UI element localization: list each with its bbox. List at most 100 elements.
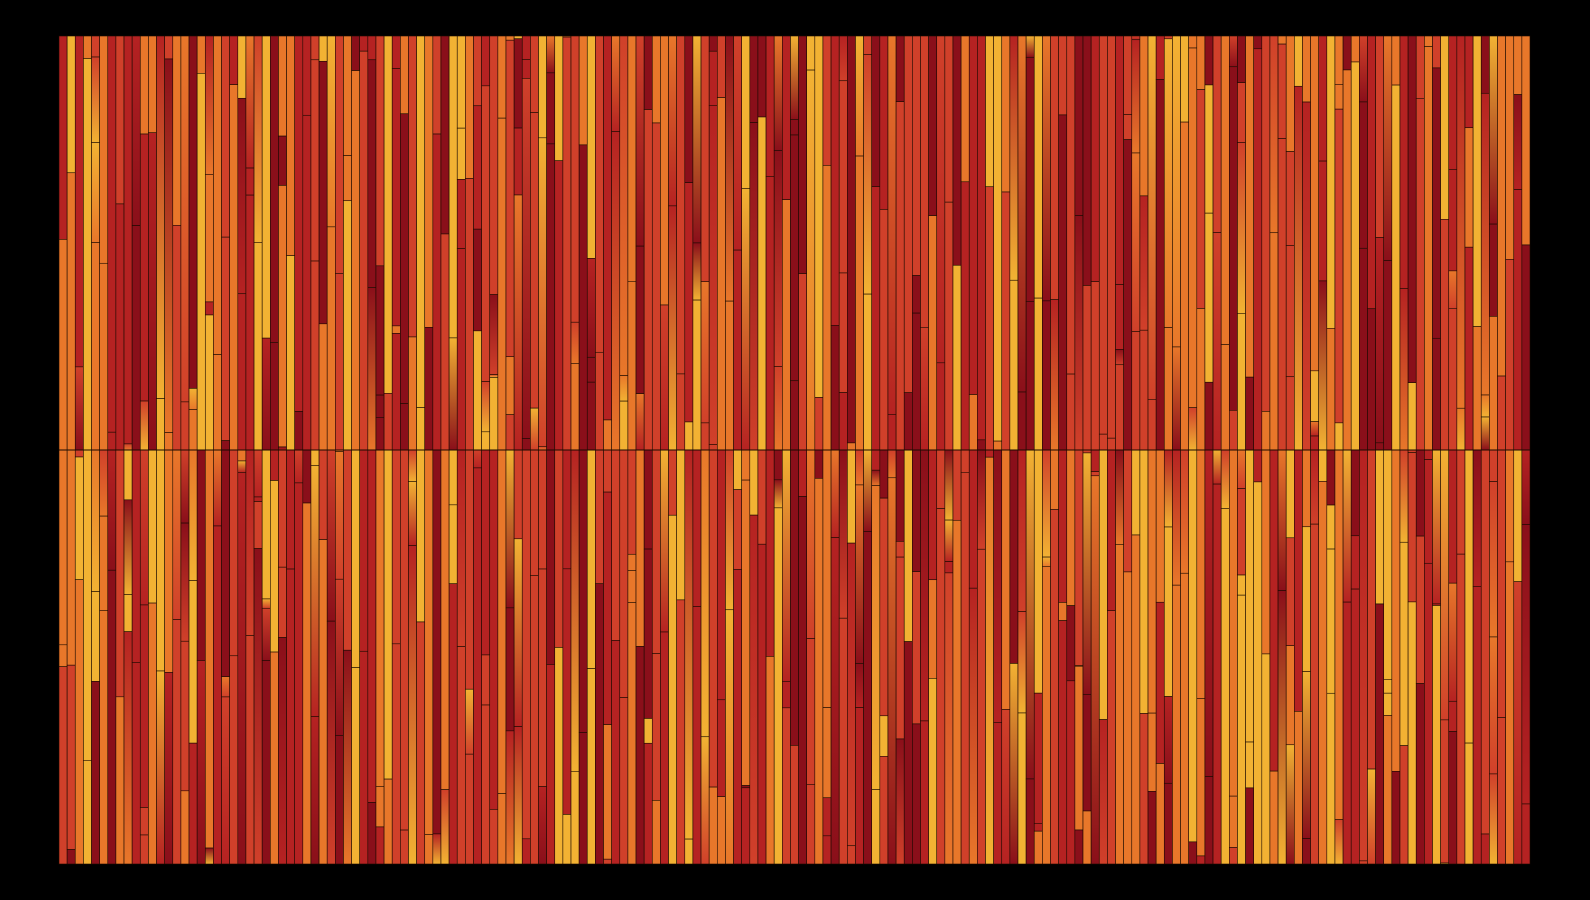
stripe-segment [651,122,661,451]
stripe-segment [513,35,523,40]
stripe-segment [1424,459,1433,564]
stripe-segment [1480,833,1490,865]
stripe-segment [814,35,824,398]
stripe-segment [1302,101,1311,451]
stripe-segment [1489,636,1498,775]
stripe-segment [895,101,905,451]
stripe-segment [1212,483,1222,865]
stripe-segment [1042,556,1051,567]
stripe-segment [58,449,68,646]
stripe-segment [188,409,198,451]
stripe-segment [635,245,645,394]
stripe-segment [245,635,255,865]
stripe-segment [627,570,637,603]
stripe-segment [578,732,588,865]
stripe-segment [1163,327,1173,451]
stripe-segment [660,631,669,865]
stripe-segment [1009,35,1019,281]
stripe-segment [1131,449,1141,536]
stripe-segment [1082,810,1092,865]
stripe-segment [985,35,994,188]
stripe-segment [74,35,84,368]
stripe-segment [1375,237,1385,444]
stripe-segment [310,465,320,717]
stripe-segment [278,637,287,865]
stripe-segment [513,726,523,865]
stripe-segment [1391,84,1401,451]
stripe-segment [1277,43,1287,139]
stripe-segment [1521,524,1531,805]
stripe-segment [139,834,149,865]
stripe-segment [1082,452,1092,695]
stripe-segment [1131,152,1141,332]
stripe-segment [814,397,824,451]
stripe-segment [1424,562,1433,865]
stripe-segment [1229,449,1238,797]
stripe-segment [1050,509,1059,865]
stripe-segment [456,248,466,451]
stripe-segment [1058,114,1068,451]
stripe-segment [1342,35,1352,71]
stripe-segment [611,35,621,132]
stripe-segment [1480,394,1490,418]
stripe-segment [903,35,913,393]
stripe-segment [684,182,694,423]
stripe-segment [570,321,580,364]
stripe-segment [245,194,255,451]
stripe-segment [603,858,612,865]
stripe-segment [1001,35,1011,193]
stripe-segment [611,640,621,865]
stripe-segment [164,58,174,433]
stripe-segment [497,35,507,119]
stripe-segment [253,449,263,498]
stripe-segment [847,542,856,847]
stripe-segment [863,531,873,865]
stripe-segment [1440,719,1450,864]
stripe-segment [91,35,100,58]
stripe-segment [1350,535,1360,590]
stripe-segment [253,501,263,549]
stripe-segment [985,456,994,865]
stripe-segment [1042,300,1051,451]
stripe-segment [1302,671,1311,839]
stripe-segment [1472,326,1482,451]
stripe-segment [505,39,515,358]
stripe-segment [513,538,523,727]
stripe-segment [1220,35,1230,345]
stripe-segment [188,388,198,410]
stripe-segment [627,602,637,865]
stripe-segment [1237,574,1246,596]
stripe-segment [530,407,539,451]
stripe-segment [302,449,312,504]
stripe-segment [863,35,873,55]
stripe-segment [278,566,287,638]
stripe-segment [725,35,734,302]
stripe-segment [1131,39,1141,154]
stripe-segment [1497,449,1506,718]
stripe-segment [530,449,539,576]
stripe-segment [237,460,247,473]
stripe-segment [1220,508,1230,865]
stripe-segment [1513,35,1523,95]
stripe-segment [204,314,214,451]
stripe-segment [530,112,539,409]
stripe-segment [912,312,921,451]
stripe-segment [700,449,710,738]
stripe-segment [481,381,491,433]
stripe-segment [400,829,409,865]
stripe-segment [66,664,76,850]
stripe-segment [741,785,751,789]
stripe-segment [692,299,702,451]
stripe-segment [1415,35,1425,99]
stripe-segment [619,35,629,376]
stripe-segment [489,377,499,451]
stripe-segment [278,185,287,448]
stripe-segment [448,337,458,451]
stripe-segment [107,431,117,451]
stripe-segment [164,449,174,673]
stripe-segment [253,548,263,865]
stripe-segment [1245,35,1254,378]
stripe-segment [968,587,978,865]
stripe-segment [253,242,263,451]
stripe-segment [131,662,141,865]
